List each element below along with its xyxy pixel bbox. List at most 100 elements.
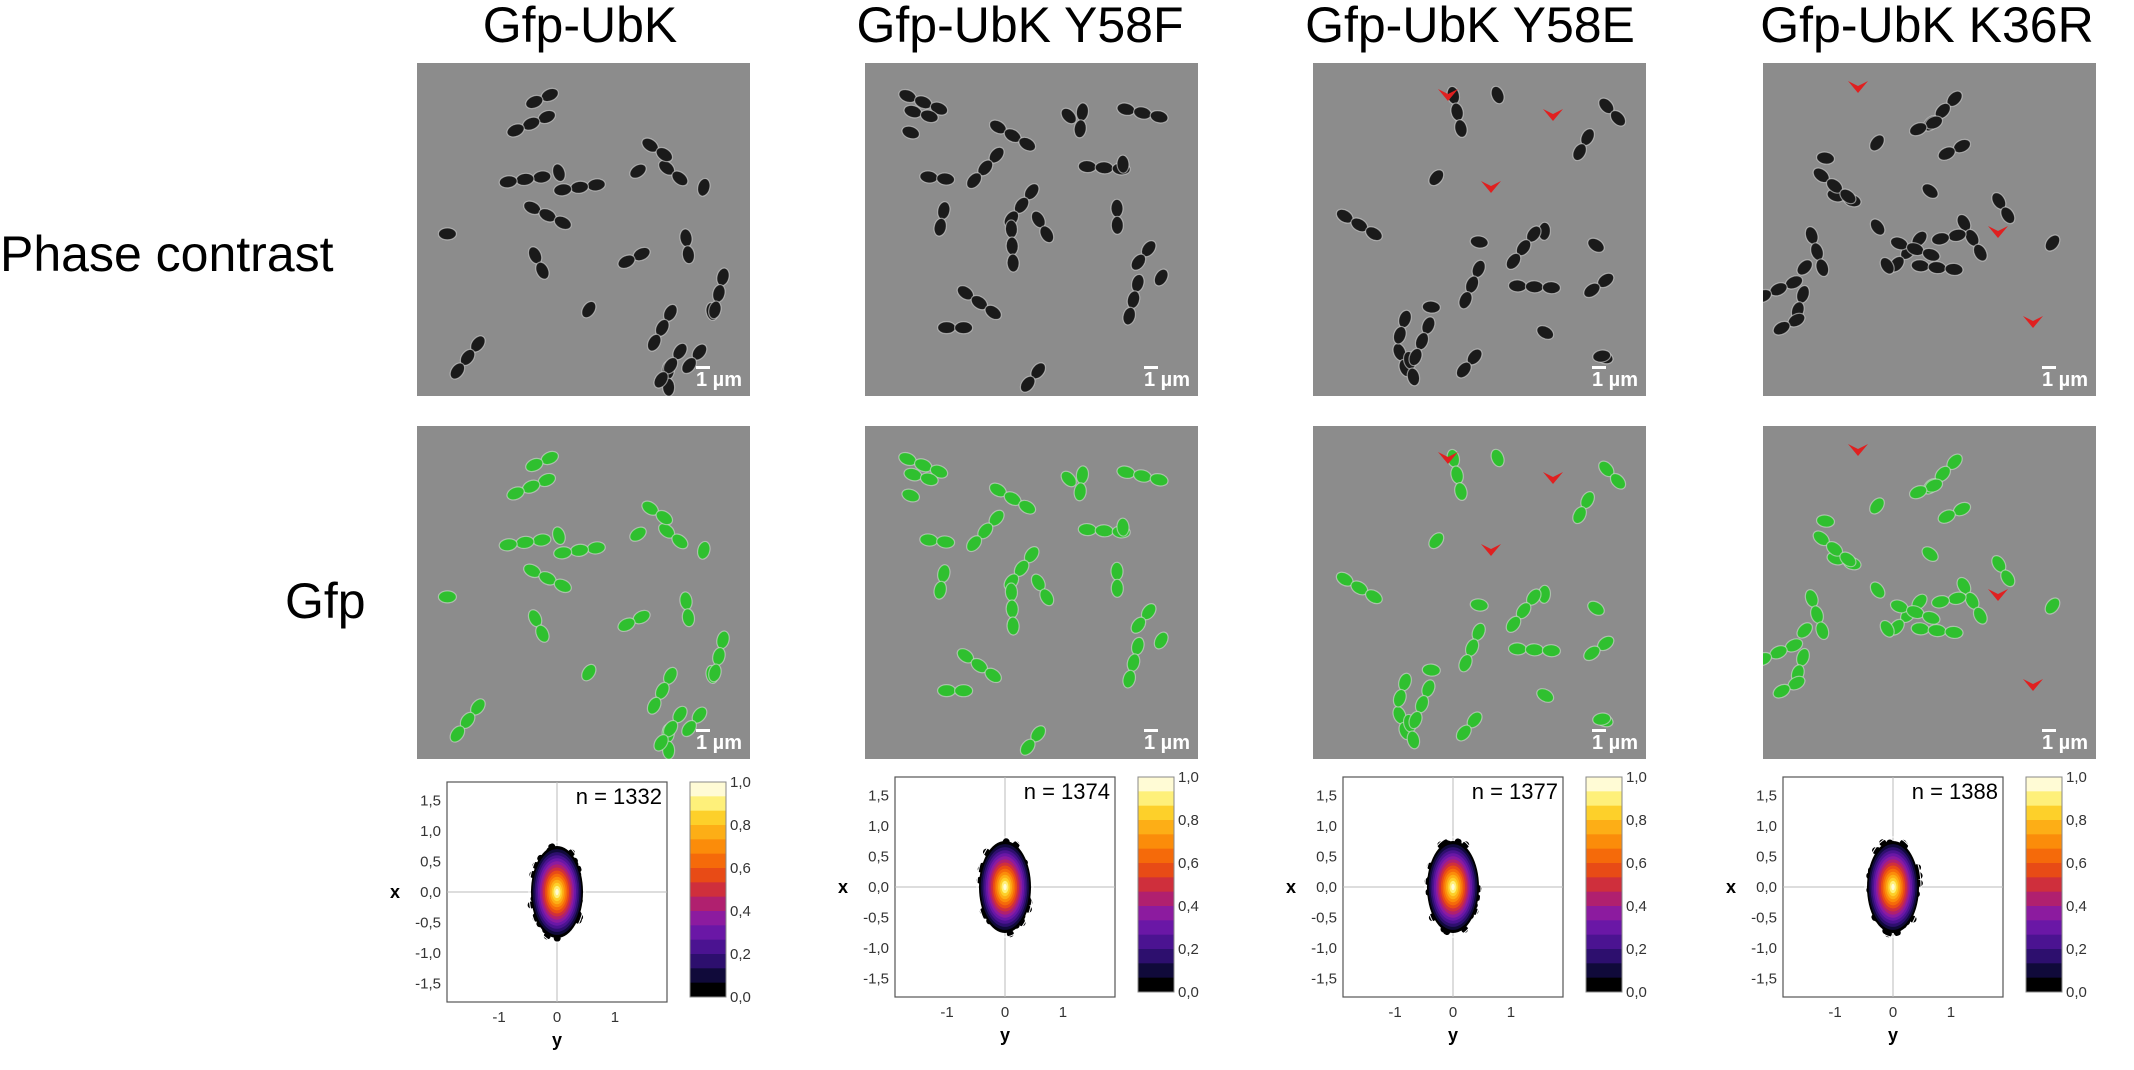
scale-bar-label: 1 µm — [1592, 732, 1638, 754]
colorbar-tick-label: 0,0 — [730, 989, 751, 1006]
row-label-gfp: Gfp — [285, 573, 366, 629]
colorbar-tick-label: 0,2 — [730, 946, 751, 963]
phase-panel-3: 1 µm — [1313, 63, 1646, 396]
arrowhead-icon — [1848, 81, 1868, 93]
arrowhead-icon — [2023, 316, 2043, 328]
x-axis-label: y — [552, 1030, 562, 1050]
phase-panel-4: 1 µm — [1763, 63, 2096, 396]
arrowhead-icon — [2023, 679, 2043, 691]
arrowhead-icon — [1543, 472, 1563, 484]
x-tick-label: -1 — [1388, 1004, 1401, 1021]
sample-count: n = 1374 — [1024, 779, 1110, 804]
red-arrowheads — [1848, 81, 2043, 328]
bacteria-cells — [1335, 85, 1627, 387]
colorbar-tick-label: 0,0 — [2066, 984, 2087, 1001]
y-tick-label: 1,5 — [420, 792, 441, 809]
scale-bar-label: 1 µm — [2042, 732, 2088, 754]
y-tick-label: -1,0 — [1751, 940, 1777, 957]
colorbar-tick-label: 0,6 — [730, 860, 751, 877]
density-plot-3: n = 1377 1,5 1,0 0,5 0,0 -0,5 -1,0 -1,5 -1 0 1 y x 1,… — [1261, 765, 1688, 1065]
arrowhead-icon — [1988, 226, 2008, 238]
arrowhead-icon — [1848, 444, 1868, 456]
bacteria-cells — [1335, 448, 1627, 750]
colorbar-tick-label: 0,8 — [730, 817, 751, 834]
y-tick-label: 1,0 — [420, 823, 441, 840]
y-tick-label: 0,0 — [1316, 879, 1337, 896]
colorbar — [2025, 776, 2063, 993]
arrowhead-icon — [1988, 589, 2008, 601]
gfp-panel-2: 1 µm — [865, 426, 1198, 759]
bacteria-cells — [1763, 453, 2061, 699]
scale-bar — [1592, 729, 1606, 732]
x-axis-label: y — [1448, 1025, 1458, 1045]
colorbar-tick-label: 0,4 — [730, 903, 751, 920]
bacteria-cells — [437, 450, 730, 759]
y-tick-label: 0,5 — [868, 848, 889, 865]
scale-bar — [2042, 729, 2056, 732]
y-tick-label: -0,5 — [1311, 910, 1337, 927]
colorbar-tick-label: 0,0 — [1626, 984, 1647, 1001]
x-tick-label: 1 — [1059, 1004, 1067, 1021]
y-tick-label: -1,5 — [863, 971, 889, 988]
y-tick-label: 0,0 — [1756, 879, 1777, 896]
scale-bar — [2042, 366, 2056, 369]
colorbar-tick-label: 0,2 — [2066, 941, 2087, 958]
y-tick-label: 0,5 — [1756, 848, 1777, 865]
gfp-panel-1: 1 µm — [417, 426, 750, 759]
column-title-2: Gfp-UbK Y58F — [856, 0, 1184, 53]
gfp-panel-3: 1 µm — [1313, 426, 1646, 759]
column-title-3: Gfp-UbK Y58E — [1305, 0, 1635, 53]
x-tick-label: 0 — [1449, 1004, 1457, 1021]
scale-bar-label: 1 µm — [696, 732, 742, 754]
sample-count: n = 1388 — [1912, 779, 1998, 804]
colorbar-tick-label: 1,0 — [1178, 769, 1199, 786]
arrowhead-icon — [1481, 181, 1501, 193]
x-axis-label: y — [1888, 1025, 1898, 1045]
y-tick-label: 0,5 — [420, 853, 441, 870]
arrowhead-icon — [1543, 109, 1563, 121]
scale-bar — [696, 729, 710, 732]
colorbar — [689, 781, 727, 998]
sample-count: n = 1377 — [1472, 779, 1558, 804]
density-plot-2: n = 1374 1,5 1,0 0,5 0,0 -0,5 -1,0 -1,5 -1 0 1 y x 1,… — [813, 765, 1240, 1065]
row-label-phase: Phase contrast — [0, 226, 334, 282]
colorbar-tick-label: 1,0 — [1626, 769, 1647, 786]
density-blob — [976, 836, 1034, 938]
colorbar-tick-label: 0,2 — [1178, 941, 1199, 958]
y-tick-label: 1,5 — [868, 787, 889, 804]
x-tick-label: 0 — [553, 1009, 561, 1026]
y-tick-label: -1,5 — [1751, 971, 1777, 988]
scale-bar-label: 1 µm — [2042, 369, 2088, 391]
y-tick-label: 0,0 — [420, 884, 441, 901]
y-tick-label: -1,0 — [1311, 940, 1337, 957]
scale-bar — [696, 366, 710, 369]
y-tick-label: 0,0 — [868, 879, 889, 896]
x-tick-label: 0 — [1889, 1004, 1897, 1021]
colorbar-tick-label: 1,0 — [730, 774, 751, 791]
y-tick-label: -1,5 — [1311, 971, 1337, 988]
y-axis-label: x — [838, 877, 848, 897]
column-title-1: Gfp-UbK — [482, 0, 678, 53]
density-blob — [1424, 836, 1482, 938]
y-tick-label: 1,5 — [1316, 787, 1337, 804]
y-tick-label: 1,0 — [868, 818, 889, 835]
colorbar-tick-label: 0,4 — [1626, 898, 1647, 915]
y-tick-label: 1,0 — [1756, 818, 1777, 835]
scale-bar-label: 1 µm — [696, 369, 742, 391]
column-title-4: Gfp-UbK K36R — [1760, 0, 2094, 53]
density-plot-1: n = 1332 1,5 1,0 0,5 0,0 -0,5 -1,0 -1,5 -1 0 1 y x 1,… — [365, 770, 792, 1070]
x-tick-label: 1 — [611, 1009, 619, 1026]
y-tick-label: -0,5 — [1751, 910, 1777, 927]
y-tick-label: -1,0 — [415, 945, 441, 962]
colorbar-tick-label: 0,2 — [1626, 941, 1647, 958]
colorbar — [1585, 776, 1623, 993]
y-tick-label: -1,0 — [863, 940, 889, 957]
arrowhead-icon — [1438, 89, 1458, 101]
scale-bar — [1144, 729, 1158, 732]
red-arrowheads — [1438, 89, 1563, 193]
bacteria-cells — [898, 451, 1169, 756]
y-tick-label: 0,5 — [1316, 848, 1337, 865]
arrowhead-icon — [1481, 544, 1501, 556]
colorbar-tick-label: 0,6 — [2066, 855, 2087, 872]
x-tick-label: -1 — [1828, 1004, 1841, 1021]
